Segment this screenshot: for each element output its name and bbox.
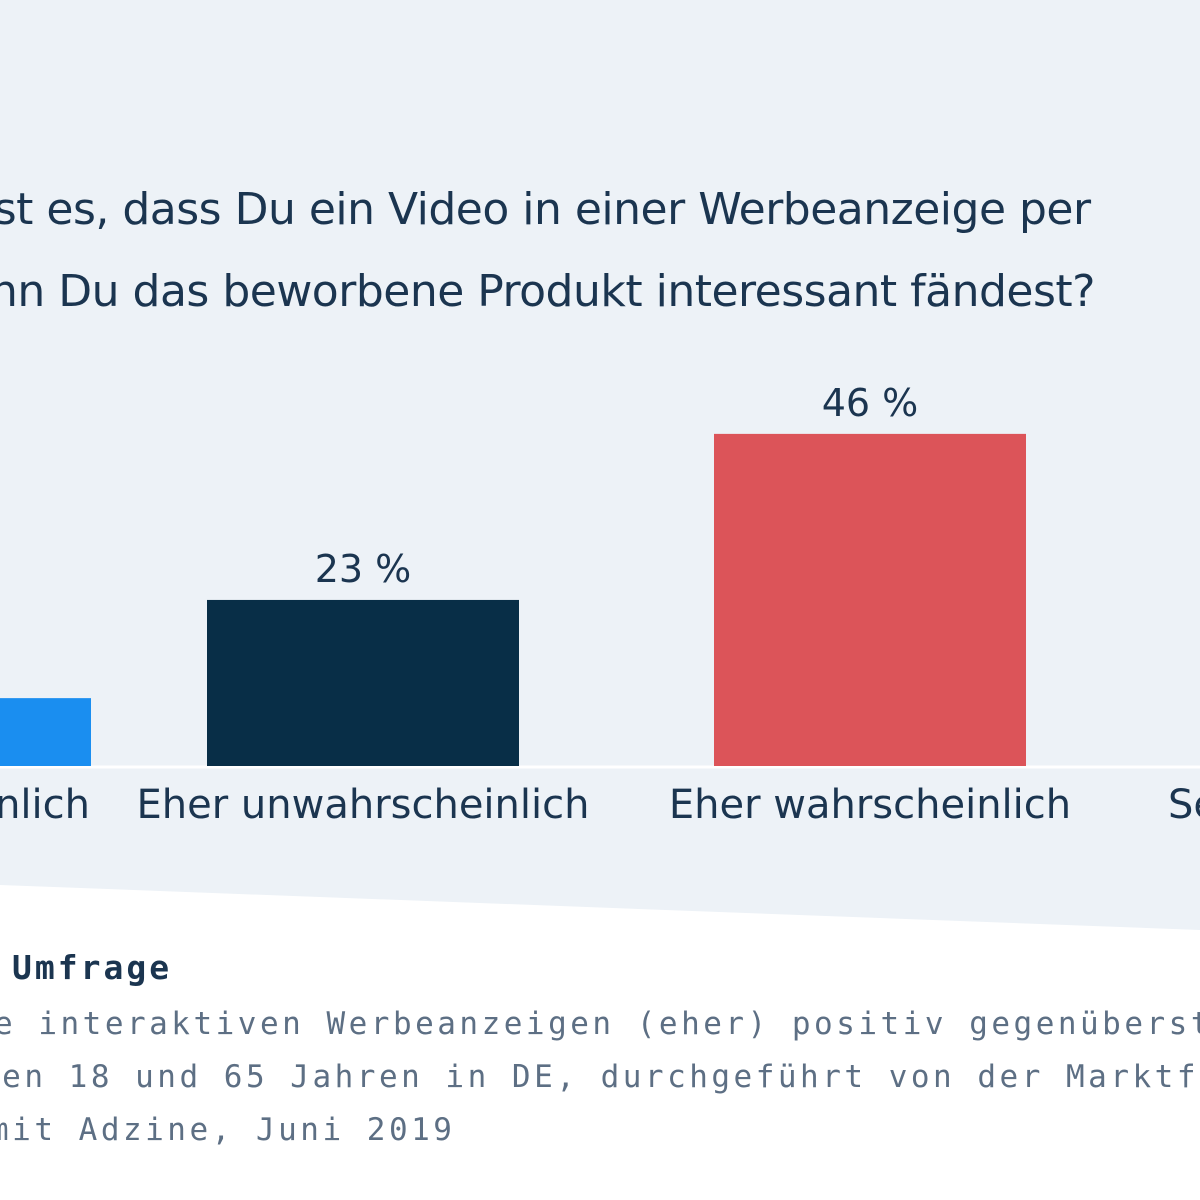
- bar-value-label-3: 46 %: [822, 381, 919, 425]
- category-label-2: Eher unwahrscheinlich: [137, 782, 590, 828]
- bar-value-label-2: 23 %: [315, 547, 412, 591]
- source-text-line-1: e interaktiven Werbeanzeigen (eher) posi…: [0, 1006, 1200, 1042]
- bar-3: [714, 433, 1026, 766]
- category-label-3: Eher wahrscheinlich: [669, 782, 1071, 828]
- category-label-4: Se: [1168, 782, 1200, 828]
- bar-2: [207, 599, 519, 766]
- chart-question-line-1: ist es, dass Du ein Video in einer Werbe…: [0, 184, 1091, 235]
- bar-1: [0, 698, 91, 766]
- category-label-1: nlich: [0, 782, 90, 828]
- chart-question-line-2: nn Du das beworbene Produkt interessant …: [0, 266, 1096, 317]
- source-text-line-2: hen 18 und 65 Jahren in DE, durchgeführt…: [0, 1059, 1200, 1095]
- source-title: Umfrage: [12, 948, 173, 987]
- source-text-line-3: mit Adzine, Juni 2019: [0, 1112, 456, 1148]
